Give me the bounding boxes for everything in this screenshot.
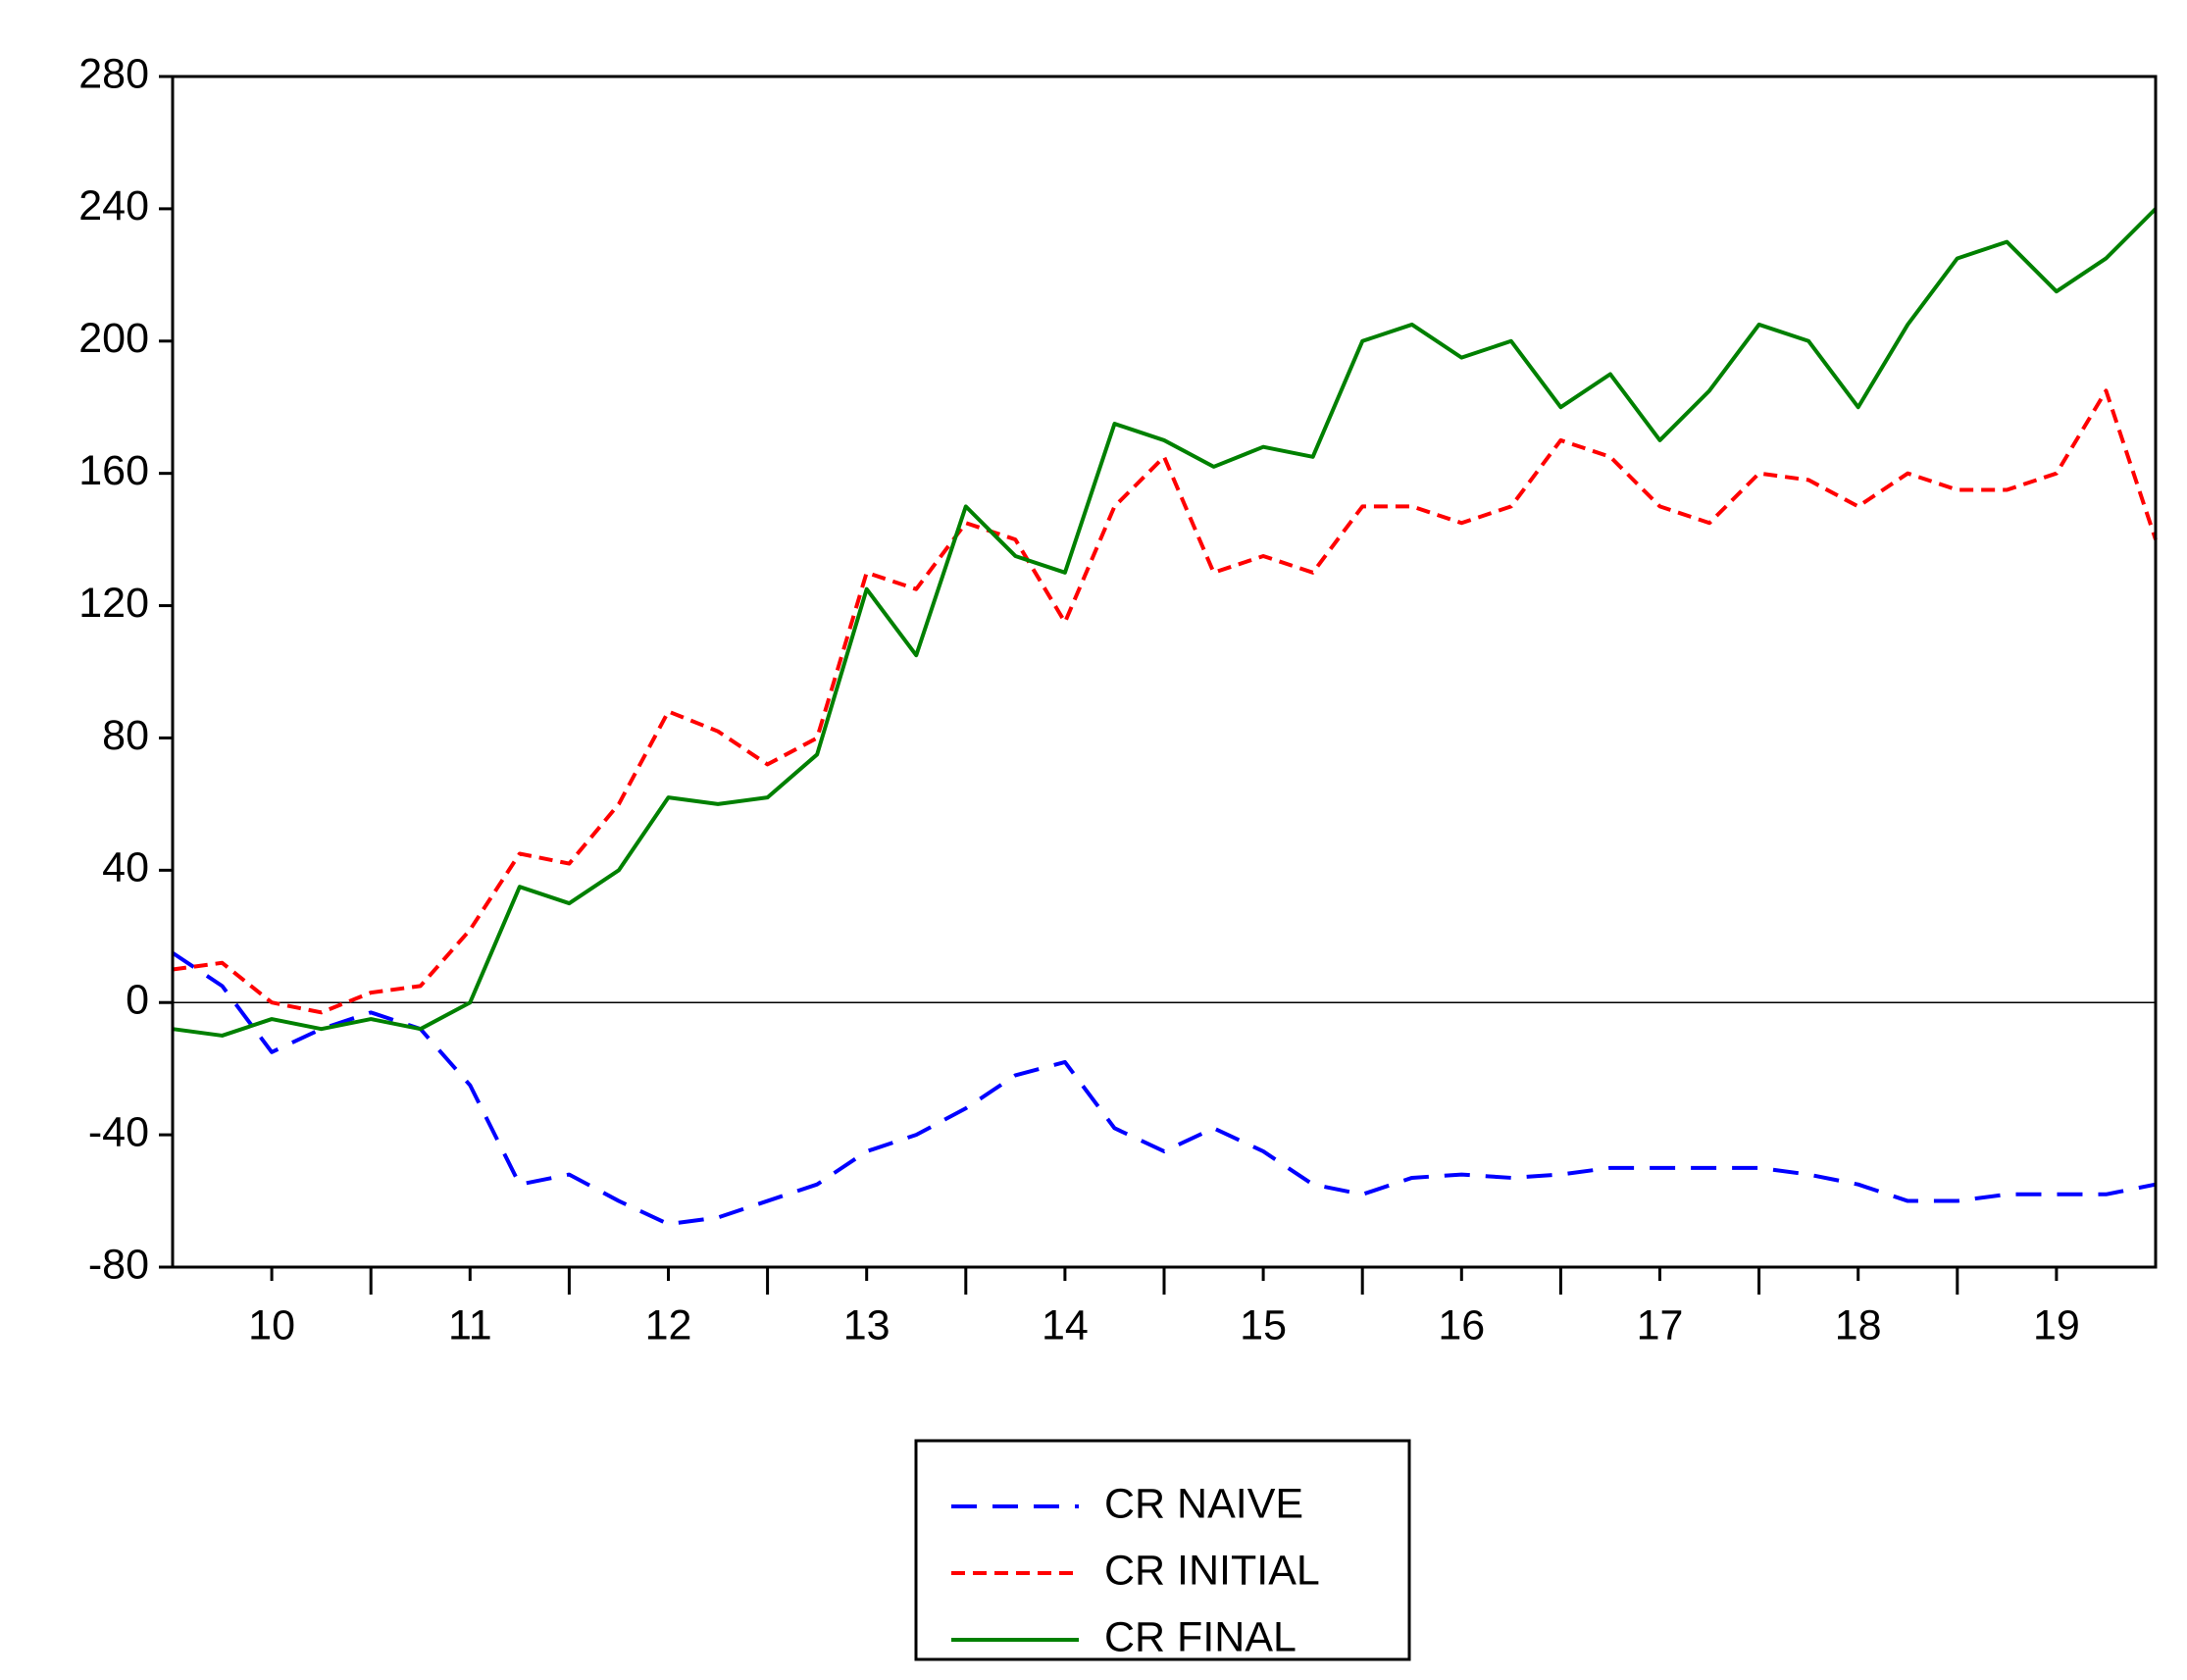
legend-label: CR FINAL — [1104, 1613, 1297, 1660]
x-tick-label: 14 — [1042, 1301, 1089, 1349]
legend-label: CR INITIAL — [1104, 1547, 1320, 1594]
series-line — [172, 388, 2158, 1015]
x-tick-label: 11 — [448, 1301, 492, 1349]
y-tick-label: 160 — [78, 447, 149, 494]
x-tick-label: 13 — [843, 1301, 890, 1349]
x-tick-label: 12 — [645, 1301, 692, 1349]
y-tick-label: 280 — [78, 50, 149, 97]
y-tick-label: 80 — [102, 712, 149, 759]
y-tick-label: 0 — [126, 977, 149, 1024]
y-tick-label: -40 — [88, 1108, 149, 1155]
x-tick-label: 17 — [1637, 1301, 1684, 1349]
legend-label: CR NAIVE — [1104, 1480, 1303, 1527]
y-tick-label: 120 — [78, 580, 149, 627]
x-tick-label: 19 — [2033, 1301, 2080, 1349]
x-tick-label: 16 — [1438, 1301, 1485, 1349]
y-tick-label: 40 — [102, 844, 149, 891]
legend-box — [914, 1439, 1411, 1661]
x-tick-label: 18 — [1835, 1301, 1882, 1349]
series-line — [172, 207, 2158, 1038]
plot-frame — [171, 75, 2158, 1269]
y-tick-label: 240 — [78, 182, 149, 229]
x-tick-label: 15 — [1240, 1301, 1287, 1349]
x-tick-label: 10 — [248, 1301, 295, 1349]
y-tick-label: 200 — [78, 315, 149, 362]
series-line — [171, 950, 2157, 1227]
y-tick-label: -80 — [88, 1241, 149, 1288]
